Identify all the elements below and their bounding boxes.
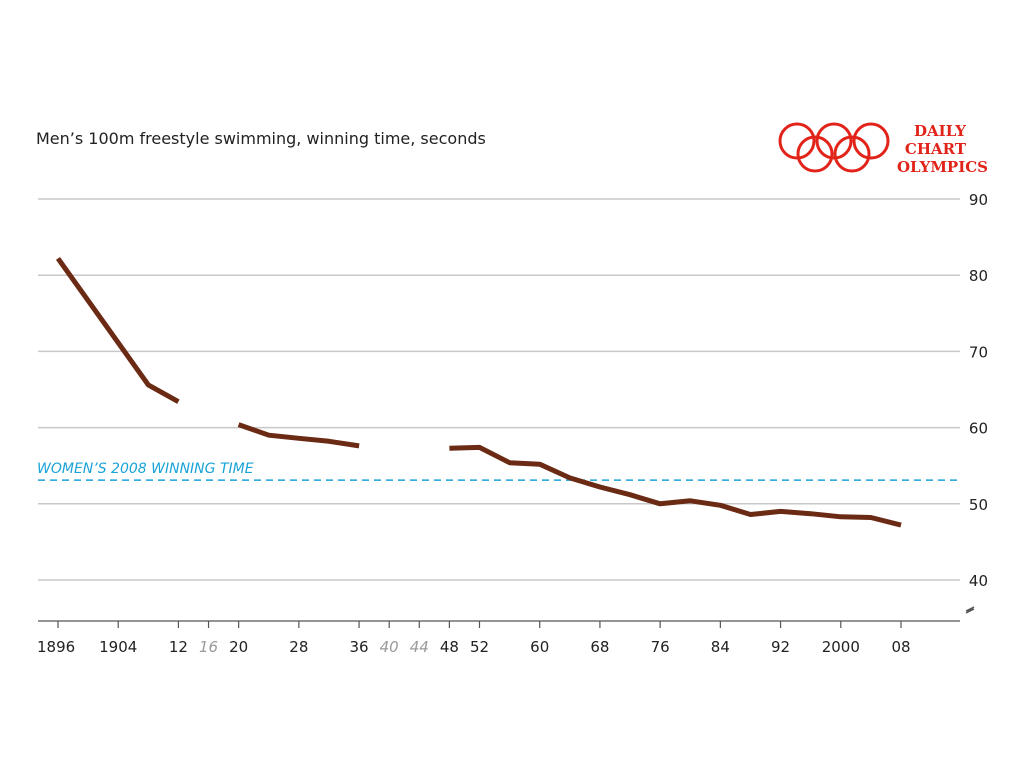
- brand-line-3: OLYMPICS: [897, 158, 988, 176]
- x-tick-label: 44: [410, 638, 429, 656]
- axis-break-mark: [965, 606, 975, 614]
- brand-line-1: DAILY: [914, 122, 966, 140]
- x-tick-label: 84: [711, 638, 730, 656]
- x-tick-label: 76: [651, 638, 670, 656]
- x-tick-label: 92: [771, 638, 790, 656]
- y-axis-ticks: 40 50 60 70 80 90: [969, 191, 988, 590]
- branding: DAILY CHART OLYMPICS: [778, 122, 988, 176]
- x-tick-label: 12: [169, 638, 188, 656]
- reference-line-group: WOMEN’S 2008 WINNING TIME: [37, 461, 960, 481]
- x-tick-label: 60: [530, 638, 549, 656]
- y-tick-label: 40: [969, 572, 988, 590]
- x-tick-label: 1896: [37, 638, 75, 656]
- x-tick-label: 40: [380, 638, 399, 656]
- y-tick-label: 50: [969, 496, 988, 514]
- x-tick-label: 68: [590, 638, 609, 656]
- axis-break-icon: [965, 606, 975, 614]
- y-tick-label: 80: [969, 267, 988, 285]
- olympic-rings-icon: [778, 122, 890, 173]
- chart-subtitle: Men’s 100m freestyle swimming, winning t…: [36, 129, 486, 148]
- series-line-segment: [449, 444, 902, 528]
- x-tick-label: 20: [229, 638, 248, 656]
- x-tick-label: 1904: [99, 638, 137, 656]
- x-tick-label: 36: [350, 638, 369, 656]
- x-tick-label: 52: [470, 638, 489, 656]
- x-tick-label: 48: [440, 638, 459, 656]
- y-tick-label: 60: [969, 420, 988, 438]
- x-axis: 1896 1904 12 16 20 28 36 40 44 48 52 60 68 76 84 92 2000…: [37, 620, 960, 656]
- series-group: [55, 256, 902, 528]
- x-tick-label: 16: [199, 638, 218, 656]
- brand-line-2: CHART: [905, 140, 967, 158]
- y-tick-label: 90: [969, 191, 988, 209]
- x-tick-label: 2000: [822, 638, 860, 656]
- x-tick-label: 08: [891, 638, 910, 656]
- series-line-segment: [55, 256, 180, 404]
- gridlines: [38, 198, 960, 581]
- y-tick-label: 70: [969, 343, 988, 361]
- reference-line-label: WOMEN’S 2008 WINNING TIME: [37, 461, 254, 477]
- x-tick-label: 28: [289, 638, 308, 656]
